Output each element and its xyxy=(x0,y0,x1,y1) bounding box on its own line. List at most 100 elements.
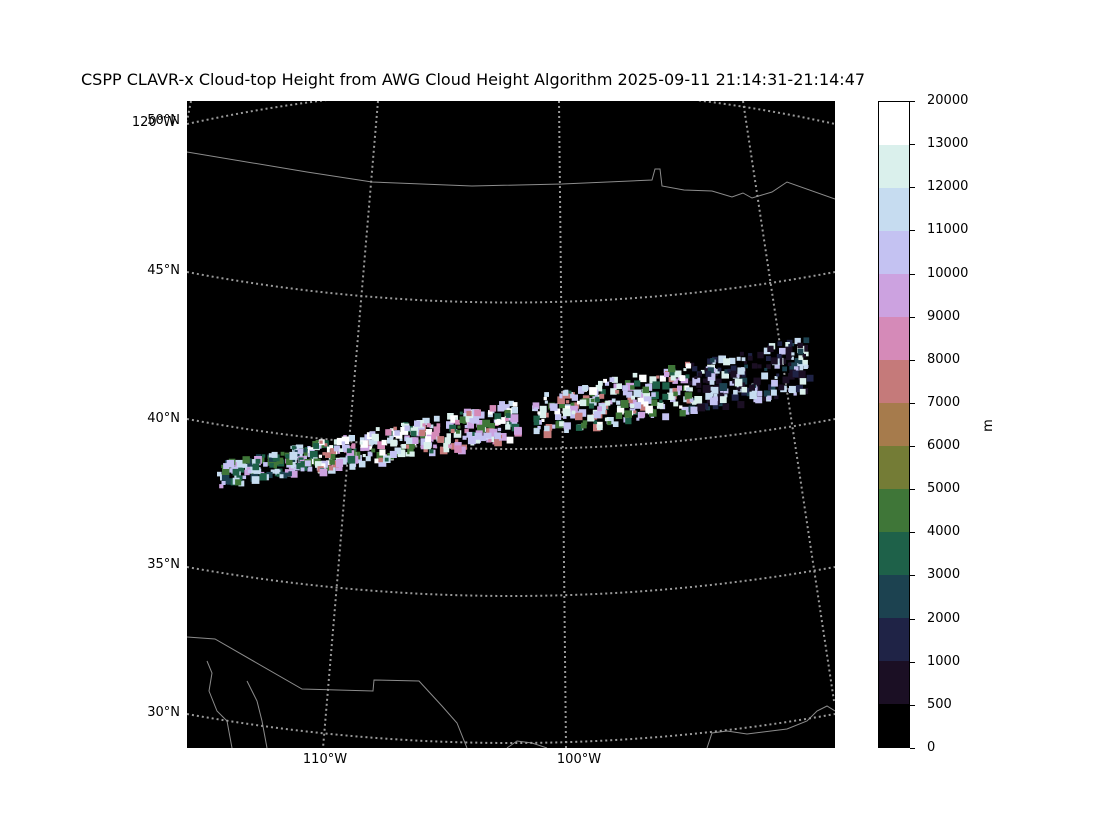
swath-pixel xyxy=(757,364,762,369)
swath-pixel xyxy=(688,387,693,392)
swath-pixel xyxy=(426,423,431,428)
swath-pixel xyxy=(330,454,336,460)
swath-pixel xyxy=(705,371,712,377)
swath-pixel xyxy=(679,405,683,409)
swath-pixel xyxy=(620,400,629,408)
colorbar-swatch xyxy=(879,317,909,361)
colorbar-swatch xyxy=(879,446,909,490)
swath-pixel xyxy=(582,385,589,391)
swath-pixel xyxy=(692,377,701,386)
gulf-coast-2 xyxy=(506,740,548,748)
swath-pixel xyxy=(748,384,755,391)
swath-pixel xyxy=(297,448,304,454)
swath-pixel xyxy=(443,441,451,449)
swath-pixel xyxy=(642,386,649,394)
map-panel[interactable] xyxy=(187,101,835,748)
swath-pixel xyxy=(489,405,497,412)
swath-pixel xyxy=(387,437,393,444)
lat-label-40n: 40°N xyxy=(147,411,180,426)
swath-pixel xyxy=(706,399,711,404)
colorbar-tick-label: 12000 xyxy=(927,179,969,195)
swath-pixel xyxy=(634,380,641,387)
swath-pixel xyxy=(643,401,649,407)
swath-pixel xyxy=(683,368,687,372)
swath-pixel xyxy=(393,426,397,431)
swath-pixel xyxy=(652,381,660,389)
swath-pixel xyxy=(309,451,318,459)
swath-pixel xyxy=(251,476,260,484)
swath-pixel xyxy=(446,433,451,438)
swath-pixel xyxy=(299,463,307,471)
swath-pixel xyxy=(333,439,340,445)
swath-pixel xyxy=(302,448,306,453)
swath-pixel xyxy=(332,461,339,468)
swath-pixel xyxy=(433,444,437,449)
swath-pixel xyxy=(235,479,242,486)
swath-pixel xyxy=(718,355,726,364)
swath-pixel xyxy=(477,412,485,419)
swath-pixel xyxy=(352,451,361,460)
swath-pixel xyxy=(719,396,727,403)
swath-pixel xyxy=(268,454,277,462)
swath-pixel xyxy=(346,450,355,458)
colorbar-swatch xyxy=(879,403,909,447)
swath-pixel xyxy=(315,461,322,468)
swath-pixel xyxy=(379,449,386,456)
us-canada-border xyxy=(187,151,835,200)
swath-pixel xyxy=(616,407,624,415)
swath-pixel xyxy=(736,374,740,378)
swath-pixel xyxy=(692,400,697,405)
swath-pixel xyxy=(774,394,779,400)
swath-pixel xyxy=(799,388,806,395)
swath-pixel xyxy=(730,370,738,378)
swath-pixel xyxy=(571,394,578,401)
swath-pixel xyxy=(419,429,426,436)
swath-pixel xyxy=(795,385,803,393)
swath-pixel xyxy=(766,356,771,361)
swath-pixel xyxy=(712,356,718,363)
swath-pixel xyxy=(741,373,746,377)
swath-pixel xyxy=(651,392,656,397)
swath-pixel xyxy=(533,415,540,422)
swath-pixel xyxy=(744,364,748,369)
swath-pixel xyxy=(625,417,632,425)
swath-pixel xyxy=(219,484,224,489)
swath-pixel xyxy=(246,467,251,471)
swath-pixel xyxy=(656,375,660,379)
swath-pixel xyxy=(559,402,565,409)
swath-pixel xyxy=(597,424,603,431)
swath-pixel xyxy=(280,471,288,479)
colorbar-swatches xyxy=(879,102,909,747)
swath-pixel xyxy=(672,387,678,393)
swath-pixel xyxy=(557,396,565,404)
swath-pixel xyxy=(776,373,780,377)
colorbar-tickmark xyxy=(910,359,915,361)
swath-pixel xyxy=(474,432,482,440)
swath-pixel xyxy=(505,413,511,418)
swath-pixel xyxy=(550,403,558,411)
swath-pixel xyxy=(362,454,366,458)
swath-pixel xyxy=(664,372,670,378)
swath-pixel xyxy=(346,448,352,454)
colorbar-tickmark xyxy=(910,402,915,404)
swath-pixel xyxy=(622,390,628,396)
swath-pixel xyxy=(449,424,457,432)
swath-pixel xyxy=(367,451,373,457)
swath-pixel xyxy=(397,449,406,458)
swath-pixel xyxy=(544,400,548,404)
swath-pixel xyxy=(798,355,804,361)
swath-pixel xyxy=(394,447,402,455)
swath-pixel xyxy=(659,399,663,403)
swath-pixel xyxy=(673,401,679,407)
colorbar-swatch xyxy=(879,661,909,705)
swath-pixel xyxy=(577,400,581,405)
swath-pixel xyxy=(575,424,583,431)
swath-pixel xyxy=(568,390,572,394)
swath-pixel xyxy=(437,436,445,443)
swath-pixel xyxy=(329,459,335,465)
swath-pixel xyxy=(712,403,719,410)
swath-pixel xyxy=(782,376,790,384)
page-title: CSPP CLAVR-x Cloud-top Height from AWG C… xyxy=(81,70,866,89)
swath-pixel xyxy=(603,378,607,383)
swath-pixel xyxy=(464,425,468,429)
